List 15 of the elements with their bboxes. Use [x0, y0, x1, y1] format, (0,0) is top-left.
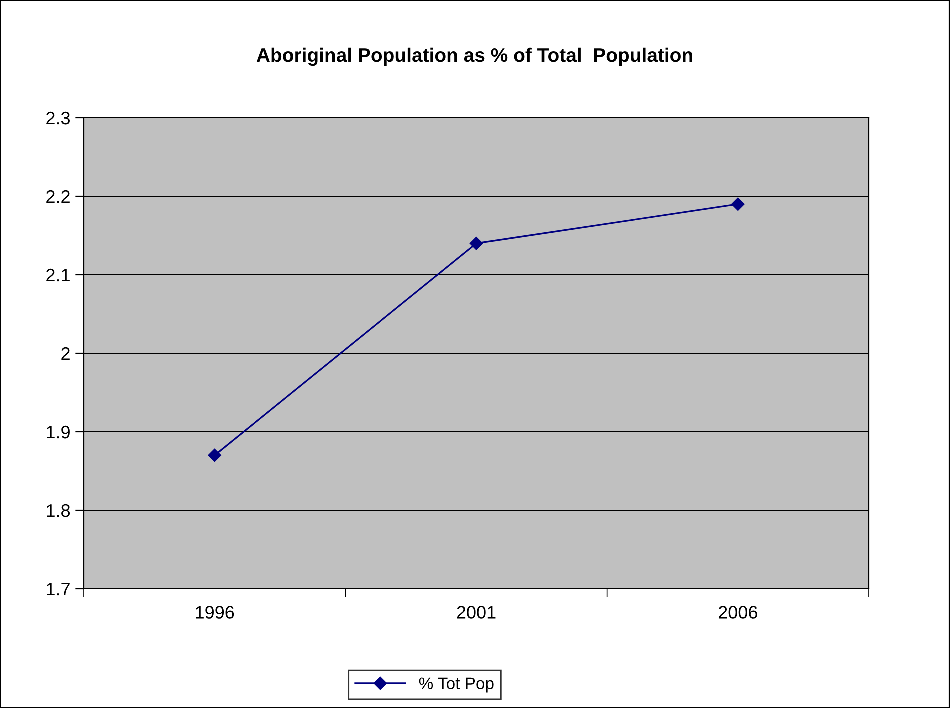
x-tick-label: 2006 — [718, 606, 758, 619]
y-tick-label: 2 — [62, 347, 70, 360]
x-tick-label: 2001 — [457, 606, 496, 619]
y-tick-label: 1.9 — [47, 426, 70, 439]
x-tick-label: 1996 — [196, 606, 234, 619]
y-tick-label: 2.2 — [46, 190, 70, 204]
y-tick-label: 2.3 — [46, 112, 70, 125]
legend-label: % Tot Pop — [419, 678, 494, 693]
y-tick-label: 2.1 — [46, 268, 70, 282]
y-tick-label: 1.7 — [47, 583, 70, 596]
point — [732, 198, 745, 211]
chart-title: Aboriginal Population as % of Total Population — [256, 48, 692, 66]
y-tick-label: 1.8 — [47, 504, 70, 518]
point — [470, 237, 484, 250]
point — [208, 448, 222, 462]
